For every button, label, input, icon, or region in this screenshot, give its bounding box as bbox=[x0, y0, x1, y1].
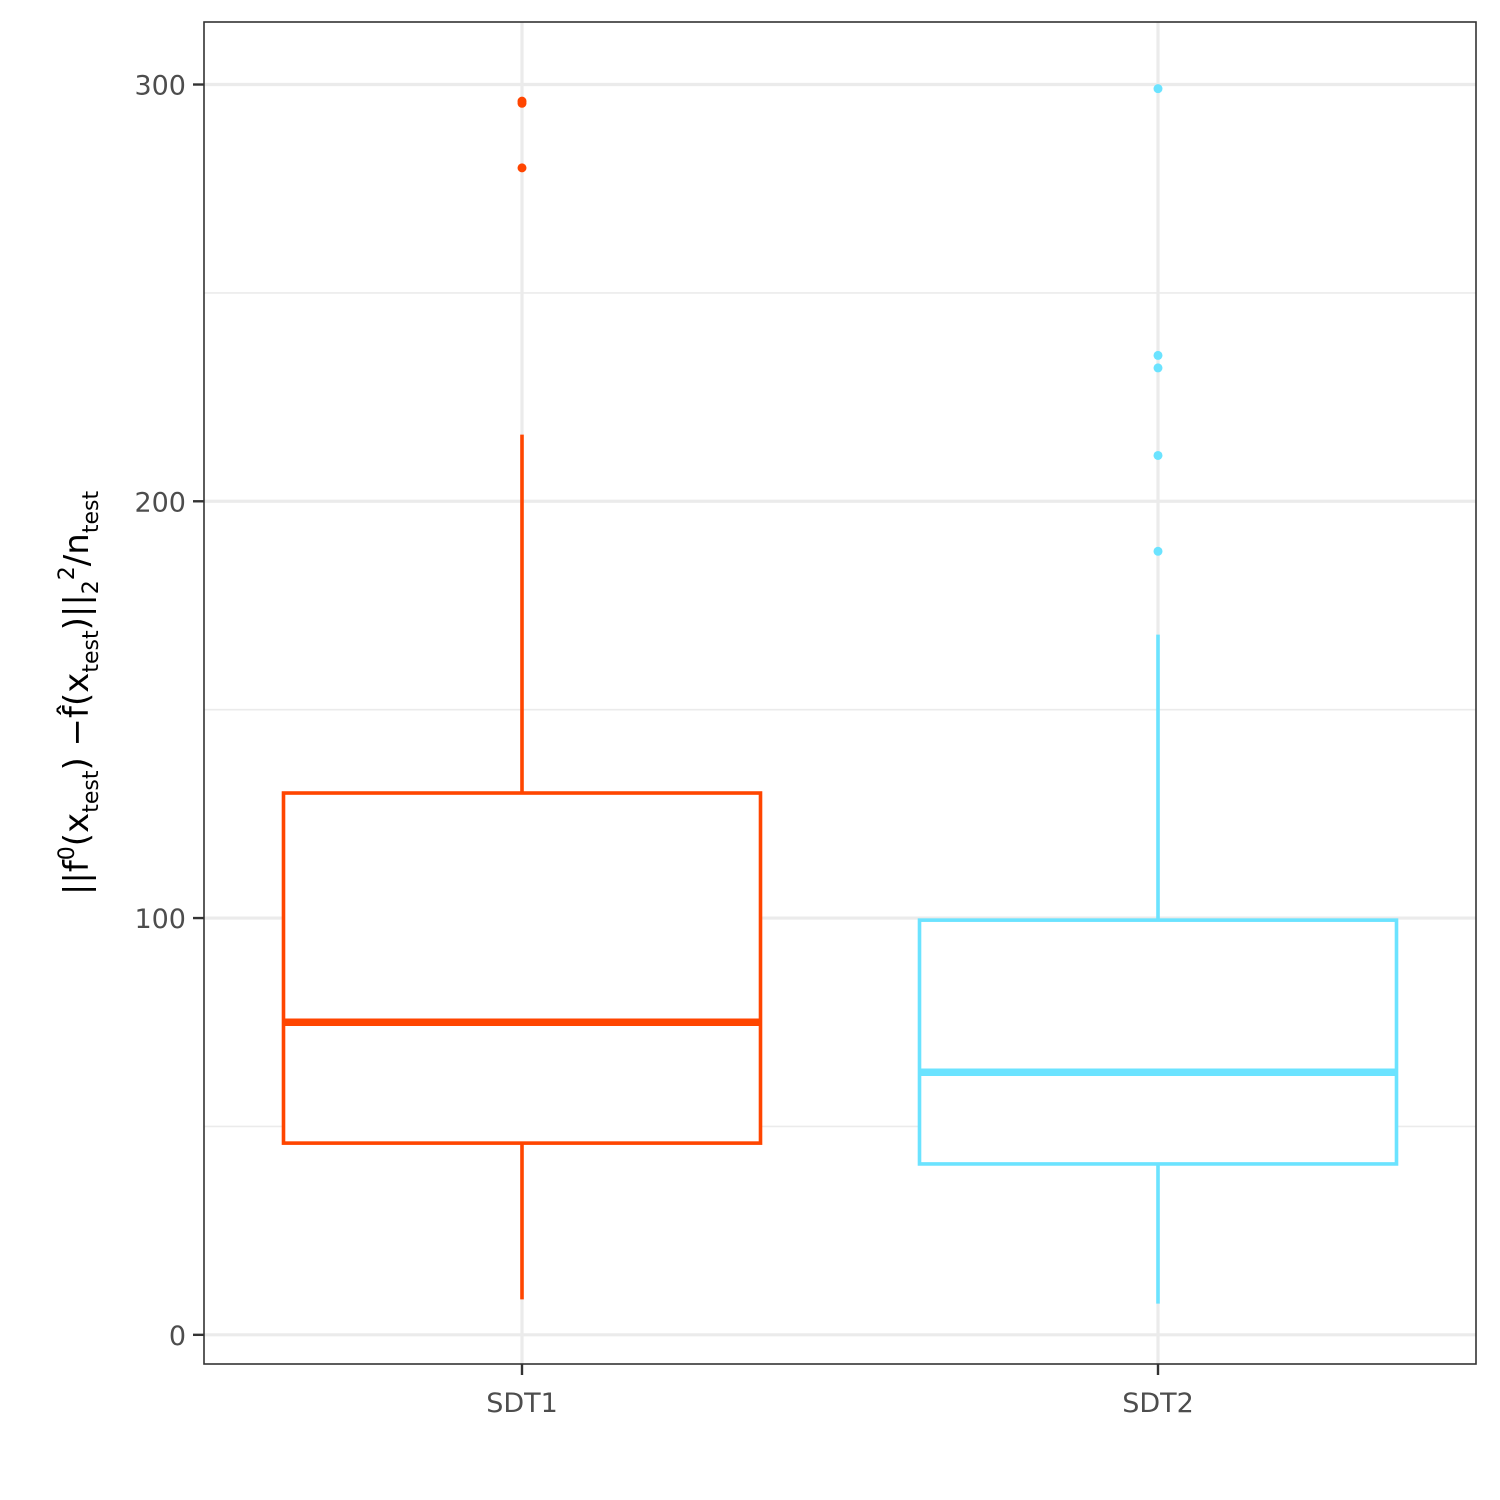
y-tick-label: 100 bbox=[134, 904, 186, 935]
y-axis-label-part: ||f bbox=[57, 859, 97, 895]
y-axis-label-part: 2 bbox=[79, 580, 104, 594]
y-tick-label: 300 bbox=[134, 71, 186, 102]
y-axis-label-part: ) − bbox=[57, 718, 97, 771]
y-axis-label-part: )|| bbox=[57, 594, 97, 630]
outlier-point bbox=[517, 163, 527, 173]
outlier-point bbox=[1153, 350, 1163, 360]
y-axis-label-part: test bbox=[79, 491, 104, 534]
outlier-point bbox=[1153, 546, 1163, 556]
outlier-point bbox=[517, 98, 527, 108]
box-sdt2 bbox=[917, 84, 1399, 1304]
y-axis-label: ||f0(xtest) −f̂(xtest)||22/ntest bbox=[55, 491, 104, 896]
y-axis-label-part: (x bbox=[57, 673, 97, 706]
y-tick-label: 0 bbox=[169, 1321, 186, 1352]
outlier-point bbox=[1153, 363, 1163, 373]
y-axis-label-part: (x bbox=[57, 813, 97, 846]
iqr-box bbox=[281, 791, 763, 1145]
x-tick-label: SDT1 bbox=[486, 1388, 558, 1419]
x-tick-label: SDT2 bbox=[1122, 1388, 1194, 1419]
y-axis-label-part: f̂ bbox=[56, 705, 97, 718]
x-axis: SDT1 SDT2 bbox=[486, 1364, 1194, 1419]
y-tick-label: 200 bbox=[134, 487, 186, 518]
box-sdt1 bbox=[281, 96, 763, 1300]
y-axis: 0 100 200 300 bbox=[134, 71, 204, 1352]
y-axis-label-part: 2 bbox=[55, 566, 80, 580]
y-axis-label-part: /n bbox=[57, 533, 97, 566]
y-axis-label-part: test bbox=[79, 770, 104, 813]
plot-panel-border bbox=[203, 21, 1477, 1365]
outlier-point bbox=[1153, 84, 1163, 94]
box-series bbox=[281, 84, 1399, 1304]
iqr-box bbox=[917, 918, 1399, 1166]
outlier-point bbox=[1153, 450, 1163, 460]
y-axis-label-part: 0 bbox=[55, 846, 80, 860]
y-axis-label-part: test bbox=[79, 630, 104, 673]
